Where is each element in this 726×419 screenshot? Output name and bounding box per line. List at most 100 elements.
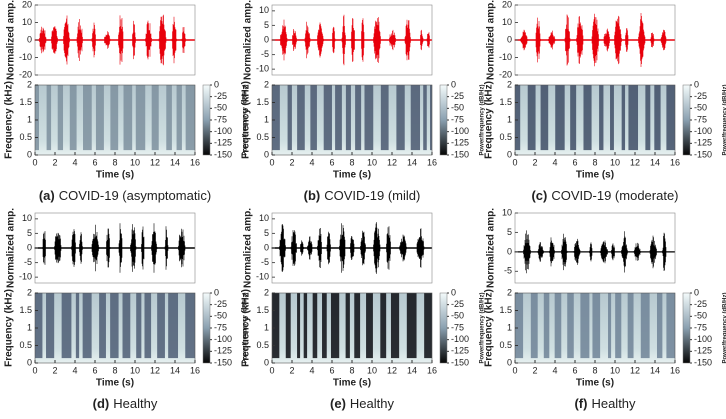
- colorbar-label: Power/frequency (dB/Hz): [243, 292, 249, 363]
- y-tick-label: 1.5: [256, 97, 269, 107]
- colorbar-tick-label: -50: [214, 311, 227, 321]
- y-tick-label: -5: [261, 257, 269, 267]
- colorbar-tick-label: -50: [214, 103, 227, 113]
- colorbar-tick-label: -75: [694, 114, 707, 124]
- colorbar-tick-label: -75: [214, 114, 227, 124]
- colorbar-tick-label: -75: [451, 114, 464, 124]
- y-tick-label: 1.5: [256, 305, 269, 315]
- caption-label: (c): [531, 188, 547, 203]
- x-tick-label: 6: [92, 157, 97, 167]
- caption-label: (e): [330, 396, 346, 411]
- x-tick-label: 6: [572, 365, 577, 375]
- colorbar-label: Power/frequency (dB/Hz): [480, 292, 486, 363]
- spectrogram-gap: [345, 85, 351, 151]
- y-axis-label: Frequency (kHz): [484, 81, 495, 159]
- x-tick-label: 12: [150, 157, 160, 167]
- y-tick-label: 0.5: [499, 132, 512, 142]
- colorbar-tick-label: -75: [214, 322, 227, 332]
- x-tick-label: 8: [592, 157, 597, 167]
- y-axis-label: Normalized amp.: [6, 208, 17, 288]
- x-tick-label: 2: [289, 157, 294, 167]
- y-tick-label: 2: [507, 287, 512, 297]
- colorbar-tick-label: -50: [694, 103, 707, 113]
- colorbar: [439, 292, 448, 364]
- caption: (a) COVID-19 (asymptomatic): [39, 188, 211, 203]
- y-tick-label: 0: [27, 357, 32, 367]
- colorbar-tick-label: -150: [694, 357, 712, 367]
- x-tick-label: 12: [630, 365, 640, 375]
- y-tick-label: 1.5: [19, 305, 32, 315]
- caption-text: Healthy: [591, 396, 636, 411]
- y-tick-label: 1: [27, 322, 32, 332]
- y-tick-label: -10: [19, 272, 32, 282]
- y-axis-label: Normalized amp.: [243, 0, 254, 80]
- colorbar-tick-label: 0: [694, 287, 699, 297]
- x-tick-label: 16: [427, 157, 437, 167]
- spectrogram-gap: [396, 85, 405, 151]
- colorbar-tick-label: -125: [694, 138, 712, 148]
- colorbar-tick-label: -150: [451, 357, 469, 367]
- spectrogram-gap: [151, 85, 159, 151]
- spectrogram-gap: [654, 85, 661, 151]
- spectrogram-gap: [610, 85, 614, 151]
- colorbar-label: Power/frequency (dB/Hz): [723, 84, 726, 155]
- colorbar-tick-label: -25: [214, 299, 227, 309]
- spectrogram-gap: [272, 293, 280, 359]
- spectrogram-gap: [122, 293, 131, 359]
- spectrogram-gap: [530, 293, 538, 359]
- spectrogram-gap: [543, 293, 550, 359]
- spectrogram-gap: [555, 85, 565, 151]
- y-tick-label: 1.5: [499, 305, 512, 315]
- spectrogram-gap: [46, 85, 52, 151]
- colorbar-tick-label: -25: [451, 91, 464, 101]
- spectrogram-gap: [423, 85, 427, 151]
- caption-text: COVID-19 (mild): [324, 188, 420, 203]
- x-tick-label: 2: [52, 365, 57, 375]
- colorbar-tick-label: -125: [214, 346, 232, 356]
- caption: (c) COVID-19 (moderate): [531, 188, 678, 203]
- y-tick-label: -5: [504, 266, 512, 276]
- spectrogram-gap: [570, 85, 577, 151]
- y-tick-label: -10: [256, 272, 269, 282]
- spectrogram-gap: [285, 293, 291, 359]
- x-tick-label: 2: [289, 365, 294, 375]
- spectrogram-gap: [110, 85, 119, 151]
- x-tick-label: 4: [309, 365, 314, 375]
- x-tick-label: 0: [269, 365, 274, 375]
- x-tick-label: 14: [170, 157, 180, 167]
- colorbar-tick-label: -25: [451, 299, 464, 309]
- spectrogram-gap: [330, 293, 340, 359]
- spectrogram-gap: [335, 85, 342, 151]
- x-tick-label: 16: [427, 365, 437, 375]
- y-tick-label: 0.5: [19, 340, 32, 350]
- colorbar-tick-label: -100: [451, 126, 469, 136]
- spectrogram-gap: [645, 85, 651, 151]
- spectrogram-gap: [380, 85, 389, 151]
- x-tick-label: 0: [269, 157, 274, 167]
- spectrogram-gap: [666, 293, 675, 359]
- colorbar-tick-label: -100: [214, 334, 232, 344]
- y-tick-label: -10: [499, 52, 512, 62]
- y-tick-label: 10: [259, 5, 269, 15]
- caption: (e) Healthy: [330, 396, 394, 411]
- spectrogram-gap: [35, 293, 43, 359]
- spectrogram-gap: [95, 85, 104, 151]
- spectrogram-gap: [135, 85, 146, 151]
- x-tick-label: 2: [52, 157, 57, 167]
- y-tick-label: 5: [264, 228, 269, 238]
- x-tick-label: 0: [32, 157, 37, 167]
- caption-text: Healthy: [113, 396, 158, 411]
- caption-text: Healthy: [350, 396, 395, 411]
- colorbar-tick-label: -100: [694, 334, 712, 344]
- x-tick-label: 8: [592, 365, 597, 375]
- y-tick-label: 10: [502, 207, 512, 217]
- spectrogram-gap: [430, 85, 432, 151]
- y-tick-label: 10: [22, 17, 32, 27]
- y-tick-label: 10: [502, 17, 512, 27]
- colorbar-tick-label: -50: [694, 311, 707, 321]
- colorbar: [202, 292, 211, 364]
- y-tick-label: 5: [27, 228, 32, 238]
- colorbar-tick-label: -150: [214, 149, 232, 159]
- x-tick-label: 6: [329, 365, 334, 375]
- y-tick-label: 0: [27, 149, 32, 159]
